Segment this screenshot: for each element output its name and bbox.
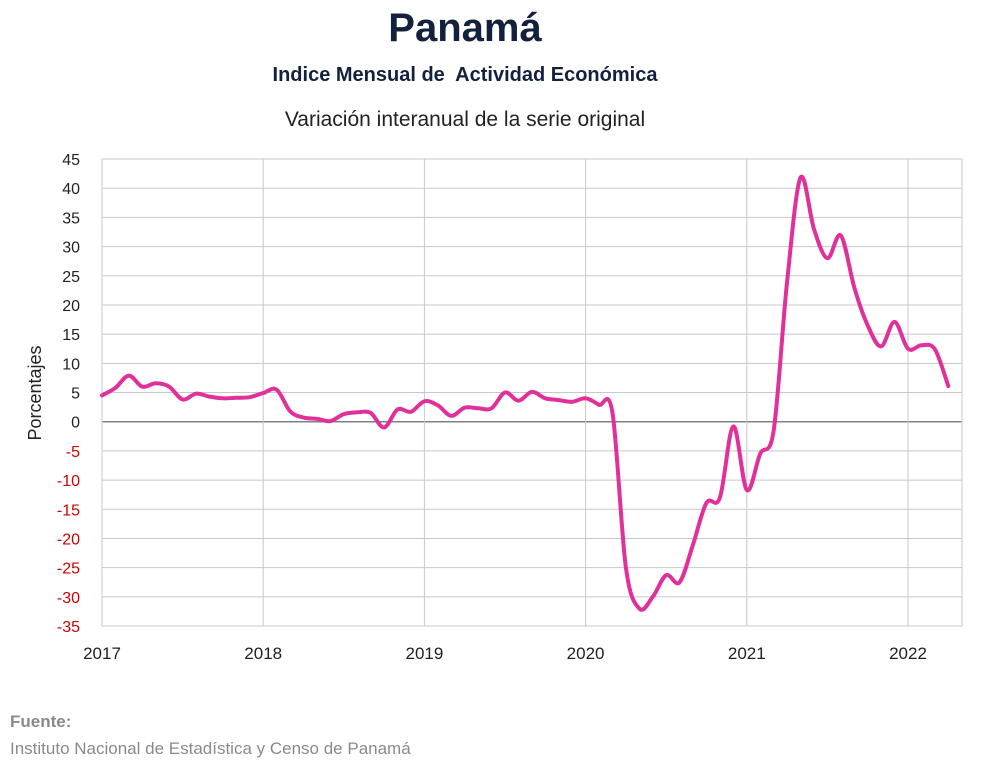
- x-axis-ticks: 2017 2018 2019 2020 2021 2022: [83, 644, 927, 663]
- y-tick-label: -15: [57, 502, 80, 519]
- y-tick-label: 35: [62, 210, 80, 227]
- y-tick-label: -35: [57, 619, 80, 636]
- y-tick-label: 30: [62, 240, 80, 257]
- y-tick-label: 45: [62, 152, 80, 169]
- y-tick-label: -10: [57, 473, 80, 490]
- y-tick-label: 0: [71, 415, 80, 432]
- y-tick-label: -25: [57, 561, 80, 578]
- y-tick-label: 25: [62, 269, 80, 286]
- x-tick-label: 2020: [567, 644, 605, 663]
- y-tick-label: 10: [62, 356, 80, 373]
- x-tick-label: 2019: [405, 644, 443, 663]
- y-tick-label: 20: [62, 298, 80, 315]
- y-tick-label: 5: [71, 386, 80, 403]
- line-chart: 45 40 35 30 25 20 15 10 5 0 -5 -10 -15 -20 -25 -30 -35 2…: [25, 152, 963, 663]
- source-label: Fuente:: [10, 712, 72, 731]
- y-axis-ticks: 45 40 35 30 25 20 15 10 5 0 -5 -10 -15 -20 -25 -30 -35: [57, 152, 80, 636]
- x-tick-label: 2021: [728, 644, 766, 663]
- chart-subtitle: Indice Mensual de Actividad Económica: [272, 64, 658, 86]
- x-tick-label: 2017: [83, 644, 121, 663]
- source-text: Instituto Nacional de Estadística y Cens…: [10, 739, 411, 758]
- series-group: [100, 174, 951, 612]
- grid-lines: [101, 158, 963, 627]
- chart-subtitle-secondary: Variación interanual de la serie origina…: [284, 108, 646, 131]
- y-tick-label: -5: [66, 444, 80, 461]
- series-line: [100, 174, 951, 612]
- y-tick-label: 15: [62, 327, 80, 344]
- y-axis-label: Porcentajes: [25, 345, 45, 440]
- y-tick-label: 40: [62, 181, 80, 198]
- chart-title: Panamá: [388, 6, 542, 50]
- y-tick-label: -20: [57, 531, 80, 548]
- x-tick-label: 2022: [889, 644, 927, 663]
- y-tick-label: -30: [57, 590, 80, 607]
- x-tick-label: 2018: [244, 644, 282, 663]
